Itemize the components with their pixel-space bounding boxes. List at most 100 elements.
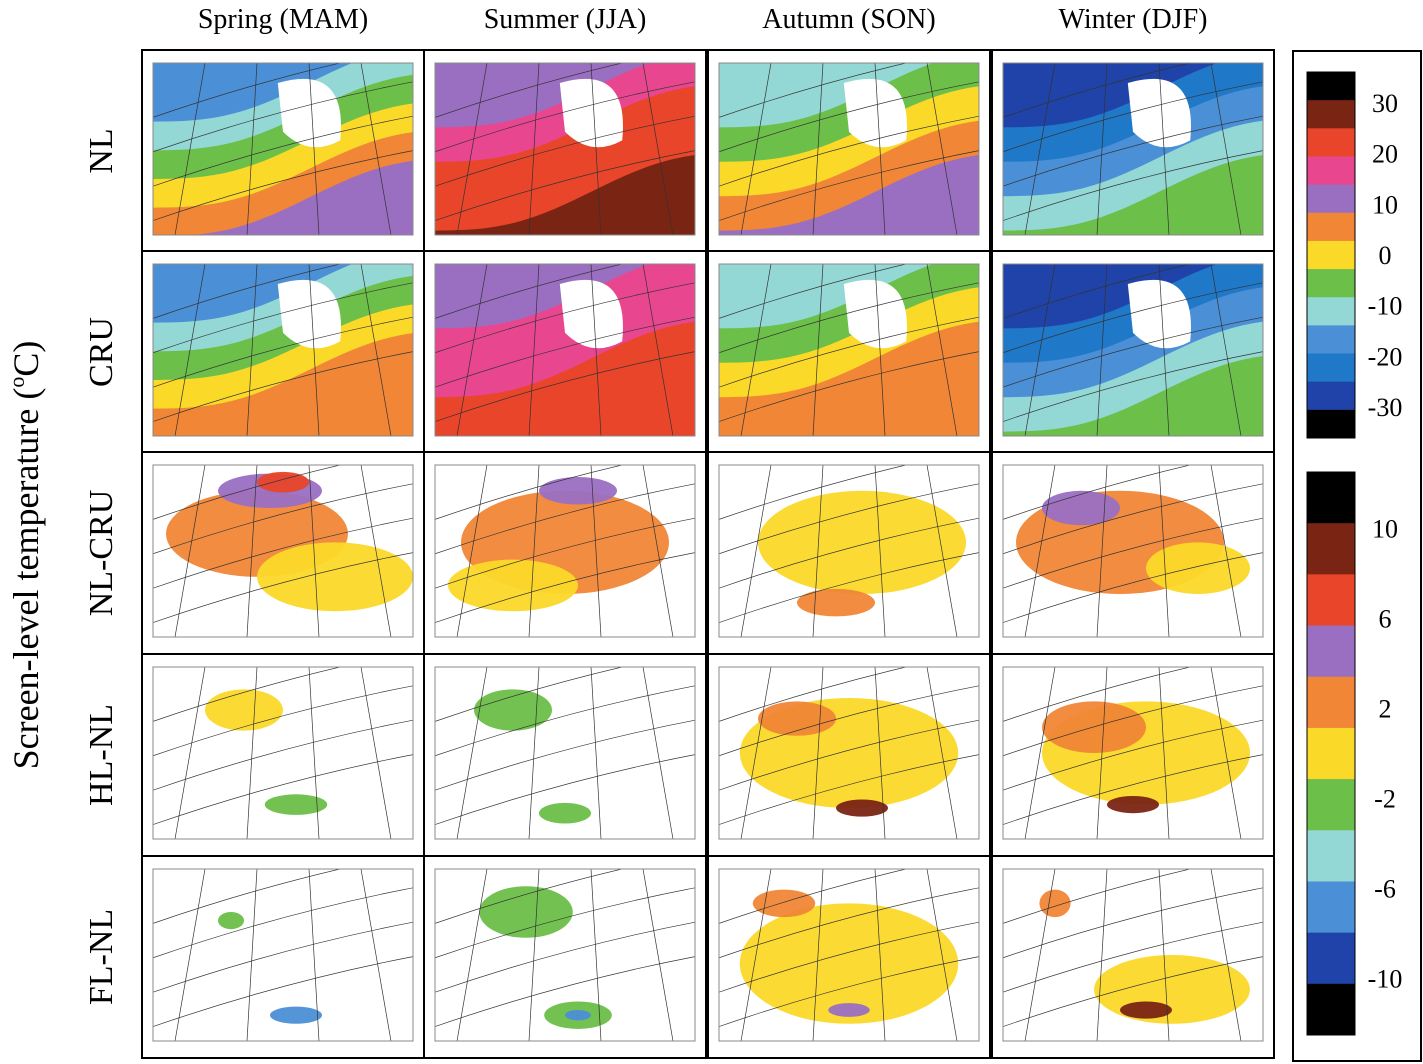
map-meridian xyxy=(456,63,488,235)
map-gridline xyxy=(719,887,979,959)
colorbar-tick-label: -20 xyxy=(1368,342,1403,371)
colorbar-tick-label: 10 xyxy=(1372,190,1398,219)
colorbar-segment xyxy=(1307,240,1355,270)
map-gridline xyxy=(435,316,695,388)
colorbar-segment xyxy=(1307,72,1355,101)
map-border xyxy=(718,62,980,236)
map-meridian xyxy=(360,869,392,1041)
map xyxy=(1003,63,1263,235)
colorbar-segment xyxy=(1307,932,1355,985)
map-gridline xyxy=(435,921,695,993)
map-gridline xyxy=(153,63,342,118)
map-gridline xyxy=(153,316,413,388)
map-meridian xyxy=(528,264,540,436)
map-meridian xyxy=(528,63,540,235)
map-gridline xyxy=(435,685,695,757)
panel-frame xyxy=(991,855,1275,1059)
map-patch xyxy=(257,542,413,612)
map-gridline xyxy=(435,887,695,959)
colorbar-tick-label: -10 xyxy=(1368,965,1403,994)
map-gridline xyxy=(719,685,979,757)
map-border xyxy=(718,464,980,638)
map-meridian xyxy=(308,667,320,839)
map-gridline xyxy=(719,316,979,388)
map-meridian xyxy=(308,465,320,637)
row-label: CRU xyxy=(83,317,120,387)
map-meridian xyxy=(528,465,540,637)
map-gridline xyxy=(1003,869,1192,924)
map-gridline xyxy=(719,81,979,153)
row-label: HL-NL xyxy=(83,704,120,806)
map-meridian xyxy=(246,667,258,839)
map-meridian xyxy=(456,667,488,839)
map-band xyxy=(1003,154,1263,235)
map-land-mask xyxy=(843,78,907,148)
map-meridian xyxy=(308,869,320,1041)
map-gridline xyxy=(719,869,908,924)
map-gridline xyxy=(153,754,413,825)
map-gridline xyxy=(719,150,979,221)
map-patch xyxy=(758,701,836,736)
map-meridian xyxy=(642,63,674,235)
map-meridian xyxy=(926,667,958,839)
map-meridian xyxy=(456,264,488,436)
map-meridian xyxy=(926,465,958,637)
map-meridian xyxy=(812,869,824,1041)
map-patch xyxy=(448,559,578,612)
y-label-sup: o xyxy=(4,377,29,388)
map-patch xyxy=(797,588,875,617)
map-gridline xyxy=(153,81,413,153)
map-gridline xyxy=(1003,552,1263,623)
map-gridline xyxy=(1003,351,1263,422)
map-meridian xyxy=(456,869,488,1041)
map-meridian xyxy=(1096,869,1108,1041)
panel-frame xyxy=(423,653,707,857)
map xyxy=(435,465,695,637)
map-meridian xyxy=(1210,465,1242,637)
map-patch xyxy=(1120,1001,1172,1019)
map-meridian xyxy=(740,667,772,839)
map-gridline xyxy=(153,719,413,791)
map-border xyxy=(1002,666,1264,840)
map-gridline xyxy=(1003,150,1263,221)
colorbar-segment xyxy=(1307,830,1355,882)
map-meridian xyxy=(360,63,392,235)
map-gridline xyxy=(1003,316,1263,388)
map-gridline xyxy=(153,264,342,319)
map-meridian xyxy=(1158,667,1170,839)
map-land-mask xyxy=(277,279,341,349)
map-land-mask xyxy=(843,279,907,349)
map xyxy=(1003,869,1263,1041)
map-gridline xyxy=(719,465,908,520)
map xyxy=(719,869,979,1041)
map-meridian xyxy=(926,63,958,235)
colorbar-segment xyxy=(1307,409,1355,439)
map-meridian xyxy=(174,63,206,235)
map-gridline xyxy=(1003,956,1263,1027)
map-gridline xyxy=(1003,887,1263,959)
map xyxy=(435,869,695,1041)
map-meridian xyxy=(1096,264,1108,436)
map-gridline xyxy=(435,552,695,623)
map-gridline xyxy=(153,869,342,924)
map-patch xyxy=(565,1010,591,1021)
map-meridian xyxy=(246,465,258,637)
map-patch xyxy=(1042,701,1146,753)
map-meridian xyxy=(1024,264,1056,436)
map-meridian xyxy=(1024,869,1056,1041)
map-meridian xyxy=(1096,465,1108,637)
colorbar-segment xyxy=(1307,523,1355,575)
colorbar-segment xyxy=(1307,779,1355,831)
map-border xyxy=(434,666,696,840)
map-gridline xyxy=(1003,483,1263,555)
map-gridline xyxy=(1003,667,1192,722)
map-land-mask xyxy=(1127,279,1191,349)
colorbar-segment xyxy=(1307,881,1355,934)
map xyxy=(435,264,695,436)
map-meridian xyxy=(874,63,886,235)
colorbar-segment xyxy=(1307,472,1355,524)
colorbar-segment xyxy=(1307,100,1355,129)
map-gridline xyxy=(1003,81,1263,153)
map-meridian xyxy=(308,264,320,436)
